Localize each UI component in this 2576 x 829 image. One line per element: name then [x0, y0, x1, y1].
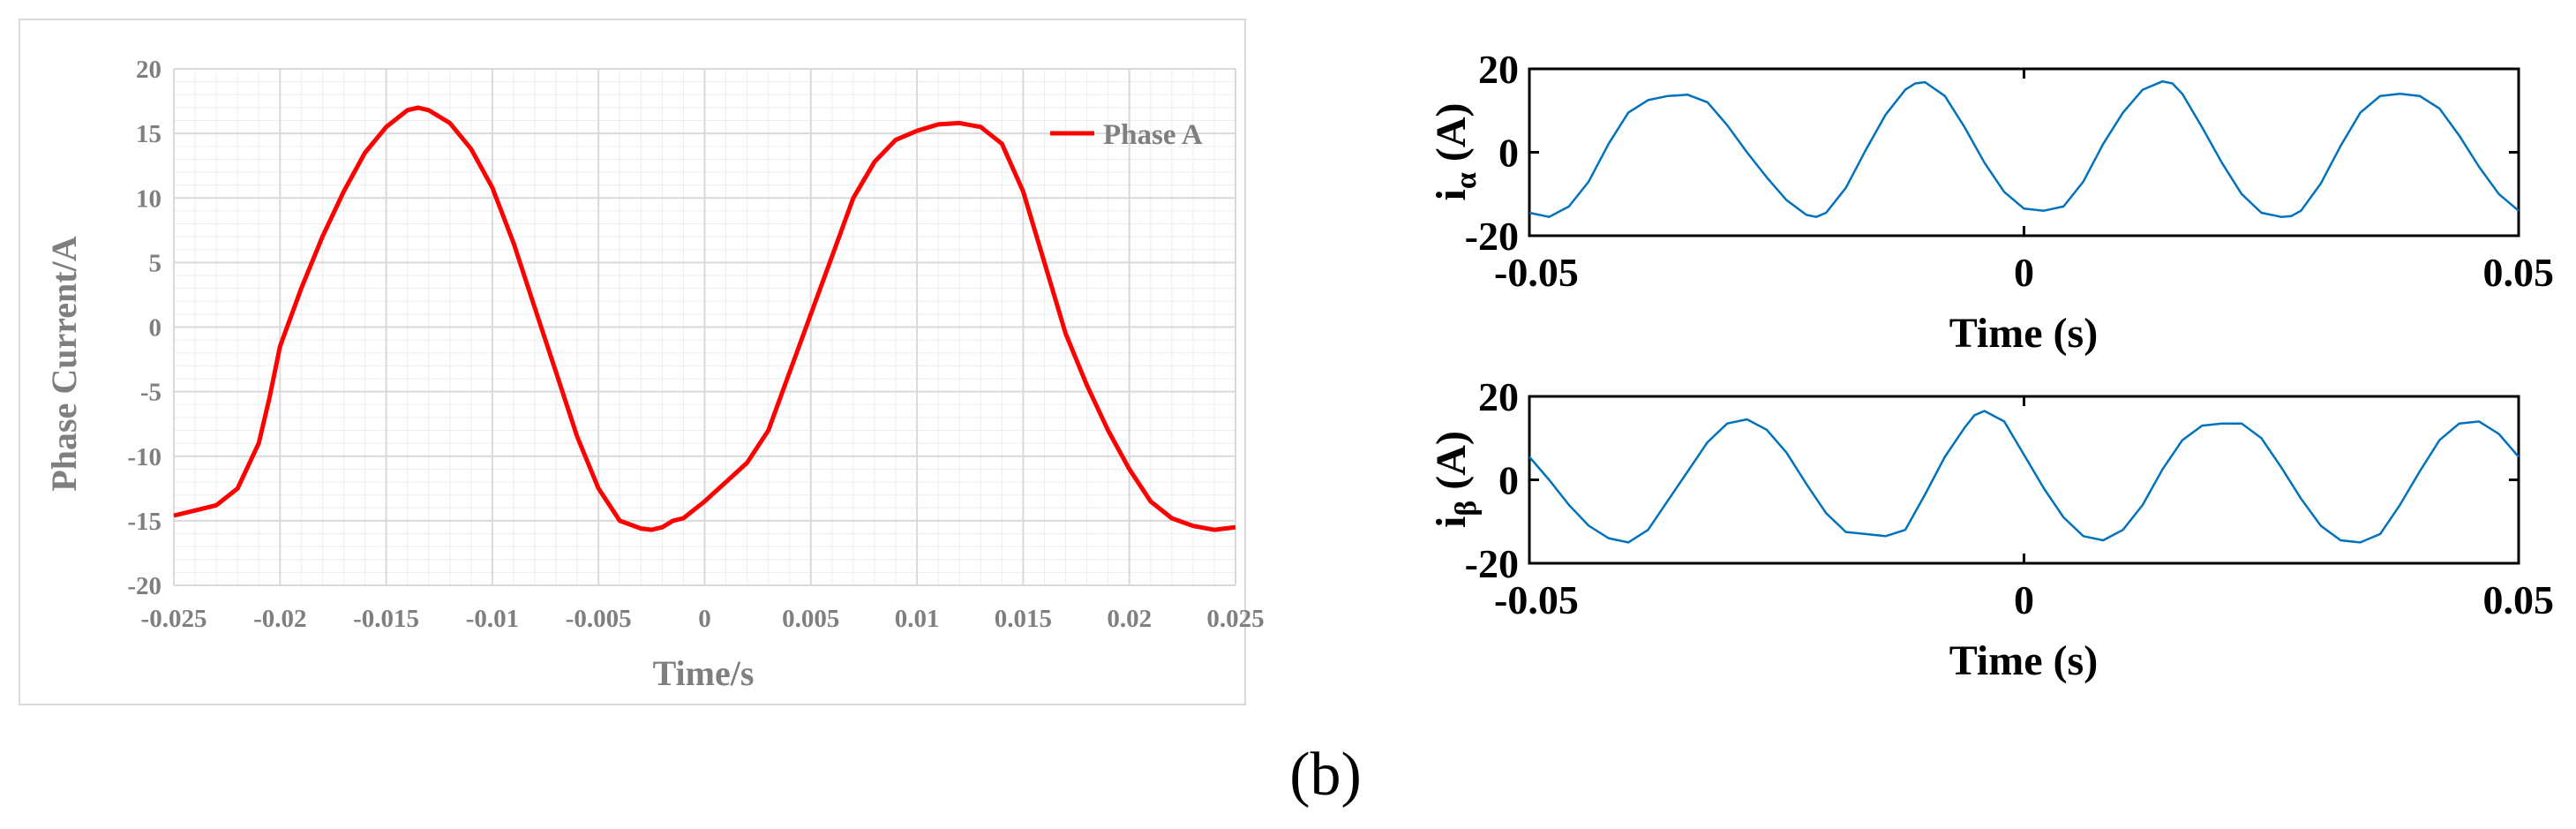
y-tick-label: -15	[127, 508, 161, 536]
x-tick-label: 0.025	[1206, 605, 1264, 633]
series-line-phase-a	[173, 105, 1236, 532]
x-tick-label: -0.005	[566, 605, 632, 633]
y-tick-label: 0	[1498, 458, 1519, 503]
x-tick-label: 0.01	[895, 605, 940, 633]
y-tick-label: 20	[1478, 47, 1519, 92]
y-tick-label: 0	[1498, 131, 1519, 176]
x-tick-label: 0.005	[782, 605, 839, 633]
y-axis-label-main: i	[1428, 516, 1475, 528]
series-i-beta	[1528, 410, 2520, 544]
i-alpha-chart: -20 0 20 -0.05 0 0.05 Time (s) iα (A)	[1428, 47, 2554, 357]
x-axis-label: Time/s	[653, 653, 755, 693]
x-tick-label: 0.015	[995, 605, 1052, 633]
y-tick-label: -20	[1465, 541, 1519, 586]
x-tick-label: -0.025	[141, 605, 207, 633]
y-tick-label: 15	[136, 120, 161, 148]
y-axis-label-unit: (A)	[1428, 103, 1475, 173]
y-tick-label: 10	[136, 185, 161, 213]
y-axis-label-subscript: β	[1450, 501, 1483, 516]
y-tick-label: -20	[127, 572, 161, 600]
x-tick-label: 0.05	[2483, 577, 2555, 622]
y-axis-label-unit: (A)	[1428, 431, 1475, 501]
y-tick-labels: -20 -15 -10 -5 0 5 10 15 20	[127, 56, 161, 600]
x-tick-label: -0.015	[353, 605, 419, 633]
series-line-beta	[1528, 410, 2520, 544]
y-axis-label: iβ (A)	[1428, 431, 1483, 528]
y-axis-label-main: i	[1428, 189, 1475, 200]
tick-marks	[1528, 67, 2520, 237]
plot-box	[1528, 67, 2520, 237]
i-beta-chart: -20 0 20 -0.05 0 0.05 Time (s) iβ (A)	[1428, 374, 2554, 684]
y-tick-label: 20	[136, 56, 161, 84]
tick-marks	[1528, 395, 2520, 565]
y-axis-label: Phase Current/A	[44, 236, 84, 491]
series-phase-a	[173, 105, 1236, 532]
y-tick-label: -20	[1465, 214, 1519, 259]
x-tick-label: 0	[2014, 250, 2034, 295]
x-tick-labels: -0.05 0 0.05	[1494, 577, 2554, 622]
y-tick-label: -10	[127, 443, 161, 471]
y-axis-label-subscript: α	[1450, 172, 1483, 189]
x-tick-label: 0	[2014, 577, 2034, 622]
chart-frame	[19, 19, 1246, 705]
y-tick-labels: -20 0 20	[1465, 47, 1519, 259]
figure-label: (b)	[1289, 741, 1362, 809]
y-tick-labels: -20 0 20	[1465, 374, 1519, 586]
legend-label-phase-a: Phase A	[1103, 119, 1203, 151]
series-line-alpha	[1528, 79, 2520, 218]
y-axis-label: iα (A)	[1428, 103, 1483, 201]
y-tick-label: 20	[1478, 374, 1519, 419]
series-i-alpha	[1528, 79, 2520, 218]
x-tick-label: 0.02	[1107, 605, 1152, 633]
x-tick-labels: -0.05 0 0.05	[1494, 250, 2554, 295]
x-tick-label: -0.05	[1494, 577, 1579, 622]
x-tick-label: 0.05	[2483, 250, 2555, 295]
x-tick-label: -0.02	[253, 605, 306, 633]
legend: Phase A	[1050, 119, 1203, 151]
x-tick-labels: -0.025 -0.02 -0.015 -0.01 -0.005 0 0.005 0.01 0.…	[141, 605, 1265, 633]
y-tick-label: 5	[149, 249, 162, 277]
y-tick-label: 0	[149, 314, 162, 343]
x-tick-label: -0.05	[1494, 250, 1579, 295]
y-tick-label: -5	[140, 379, 161, 407]
x-axis-label: Time (s)	[1949, 310, 2098, 357]
x-axis-label: Time (s)	[1949, 637, 2098, 684]
x-tick-label: 0	[698, 605, 711, 633]
x-tick-label: -0.01	[466, 605, 519, 633]
